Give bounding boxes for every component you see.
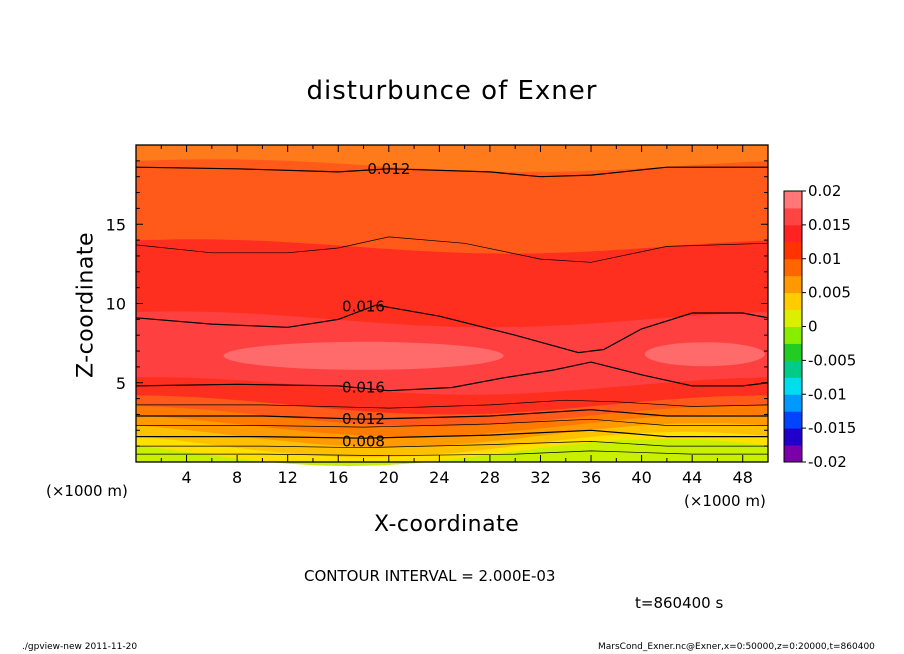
contour-fill-layer	[136, 145, 768, 466]
y-tick-label: 5	[116, 374, 126, 393]
colorbar-tick-label: -0.01	[808, 385, 847, 403]
contour-label: 0.016	[342, 298, 385, 316]
colorbar-swatch	[784, 310, 802, 327]
x-tick-label: 4	[181, 468, 191, 487]
x-tick-label: 36	[581, 468, 601, 487]
x-tick-label: 16	[328, 468, 348, 487]
x-axis-label: X-coordinate	[374, 512, 519, 537]
colorbar-tick-label: 0.01	[808, 250, 841, 268]
x-tick-label: 8	[232, 468, 242, 487]
colorbar-swatch	[784, 428, 802, 445]
x-tick-label: 44	[682, 468, 702, 487]
colorbar-swatch	[784, 259, 802, 276]
contour-label: 0.012	[342, 410, 385, 428]
x-tick-label: 24	[429, 468, 449, 487]
high-blob	[645, 342, 765, 366]
x-tick-label: 12	[278, 468, 298, 487]
colorbar-swatch	[784, 377, 802, 394]
colorbar-swatch	[784, 208, 802, 225]
colorbar-swatch	[784, 225, 802, 242]
x-tick-label: 32	[530, 468, 550, 487]
x-tick-label: 40	[631, 468, 651, 487]
colorbar-swatch	[784, 411, 802, 428]
contour-label: 0.012	[367, 160, 410, 178]
colorbar-tick-label: 0.02	[808, 182, 841, 200]
colorbar-tick-label: -0.02	[808, 453, 847, 471]
x-unit-left-label: (×1000 m)	[46, 482, 128, 500]
colorbar-tick-label: -0.005	[808, 351, 856, 369]
contour-label: 0.016	[342, 379, 385, 397]
time-label: t=860400 s	[635, 594, 723, 612]
contour-label: 0.008	[342, 432, 385, 450]
colorbar-tick-label: 0.015	[808, 216, 851, 234]
x-tick-label: 28	[480, 468, 500, 487]
colorbar-tick-label: 0.005	[808, 284, 851, 302]
y-axis-label: Z-coordinate	[74, 232, 99, 378]
colorbar: 0.02 0.015 0.01 0.005 0 -0.005 -0.01 -0.015 -0.0…	[784, 182, 856, 471]
colorbar-swatch	[784, 360, 802, 377]
colorbar-swatch	[784, 191, 802, 208]
colorbar-swatch	[784, 394, 802, 411]
high-blob	[224, 342, 504, 370]
footer-right-text: MarsCond_Exner.nc@Exner,x=0:50000,z=0:20…	[598, 642, 875, 652]
x-tick-label: 20	[379, 468, 399, 487]
colorbar-swatch	[784, 242, 802, 259]
colorbar-swatch	[784, 276, 802, 293]
x-unit-right-label: (×1000 m)	[684, 492, 766, 510]
colorbar-swatch	[784, 445, 802, 462]
chart-title: disturbunce of Exner	[0, 76, 904, 106]
contour-interval-label: CONTOUR INTERVAL = 2.000E-03	[304, 567, 555, 585]
x-tick-label: 48	[733, 468, 753, 487]
y-tick-label: 15	[106, 215, 126, 234]
colorbar-swatch	[784, 327, 802, 344]
colorbar-swatch	[784, 293, 802, 310]
y-tick-label: 10	[106, 295, 126, 314]
colorbar-tick-label: 0	[808, 318, 818, 336]
colorbar-swatch	[784, 343, 802, 360]
footer-left-text: ./gpview-new 2011-11-20	[22, 642, 137, 652]
colorbar-tick-label: -0.015	[808, 419, 856, 437]
